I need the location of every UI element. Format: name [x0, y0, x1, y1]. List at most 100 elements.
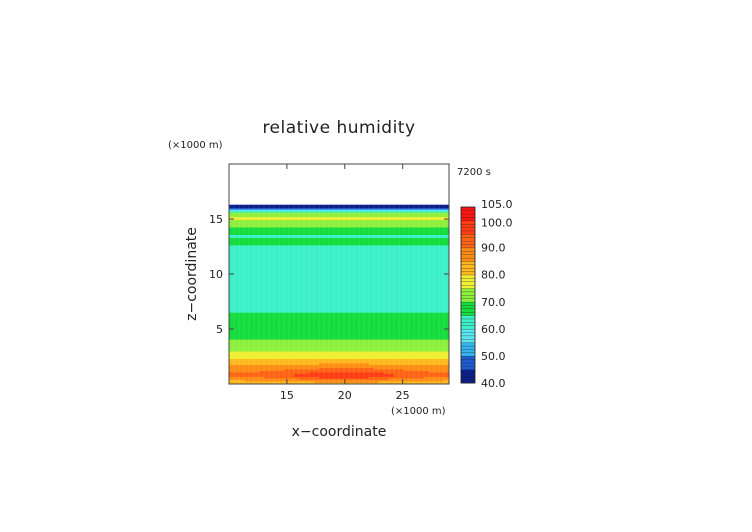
heatmap-cell: [439, 224, 445, 227]
heatmap-cell: [404, 352, 410, 355]
heatmap-cell: [399, 372, 405, 374]
heatmap-cell: [279, 322, 285, 325]
heatmap-cell: [344, 239, 350, 241]
heatmap-cell: [299, 295, 305, 298]
heatmap-cell: [379, 248, 385, 250]
heatmap-cell: [239, 271, 245, 274]
heatmap-cell: [359, 218, 365, 221]
heatmap-cell: [329, 237, 335, 240]
heatmap-cell: [399, 315, 405, 318]
heatmap-cell: [304, 379, 310, 382]
heatmap-cell: [419, 343, 425, 346]
heatmap-cell: [259, 382, 265, 385]
heatmap-cell: [374, 294, 380, 297]
heatmap-cell: [339, 242, 345, 244]
heatmap-cell: [329, 267, 335, 270]
heatmap-cell: [234, 288, 240, 291]
heatmap-cell: [359, 262, 365, 265]
heatmap-cell: [354, 346, 360, 349]
heatmap-cell: [444, 230, 450, 232]
heatmap-cell: [379, 376, 385, 379]
heatmap-cell: [394, 261, 400, 264]
heatmap-cell: [344, 273, 350, 276]
heatmap-cell: [369, 267, 375, 270]
heatmap-cell: [314, 318, 320, 321]
heatmap-cell: [279, 378, 285, 380]
heatmap-cell: [384, 264, 390, 267]
heatmap-cell: [424, 364, 430, 367]
heatmap-cell: [259, 304, 265, 307]
heatmap-cell: [269, 351, 275, 354]
heatmap-cell: [229, 339, 235, 342]
heatmap-cell: [294, 357, 300, 359]
heatmap-cell: [299, 249, 305, 252]
heatmap-cell: [434, 361, 440, 364]
heatmap-cell: [399, 239, 405, 241]
heatmap-cell: [279, 288, 285, 291]
heatmap-cell: [259, 342, 265, 345]
heatmap-cell: [249, 267, 255, 270]
heatmap-cell: [239, 259, 245, 262]
heatmap-cell: [284, 280, 290, 283]
heatmap-cell: [314, 328, 320, 331]
heatmap-cell: [444, 330, 450, 333]
heatmap-cell: [354, 261, 360, 264]
heatmap-cell: [394, 265, 400, 268]
heatmap-cell: [429, 360, 435, 362]
heatmap-cell: [374, 276, 380, 279]
heatmap-cell: [264, 239, 270, 241]
heatmap-cell: [369, 361, 375, 364]
heatmap-cell: [264, 258, 270, 261]
heatmap-cell: [274, 286, 280, 289]
heatmap-cell: [309, 273, 315, 276]
heatmap-cell: [304, 276, 310, 279]
heatmap-cell: [364, 292, 370, 295]
heatmap-cell: [374, 237, 380, 240]
heatmap-cell: [294, 358, 300, 361]
heatmap-cell: [409, 291, 415, 294]
heatmap-cell: [379, 313, 385, 316]
heatmap-cell: [254, 306, 260, 309]
heatmap-cell: [399, 379, 405, 382]
heatmap-cell: [364, 316, 370, 319]
heatmap-cell: [274, 255, 280, 258]
heatmap-cell: [269, 285, 275, 288]
heatmap-cell: [324, 321, 330, 324]
heatmap-cell: [349, 249, 355, 252]
heatmap-cell: [434, 331, 440, 334]
heatmap-cell: [249, 330, 255, 333]
heatmap-cell: [264, 285, 270, 288]
heatmap-cell: [274, 328, 280, 331]
heatmap-cell: [289, 366, 295, 368]
heatmap-cell: [444, 255, 450, 258]
heatmap-cell: [334, 279, 340, 282]
heatmap-cell: [369, 222, 375, 225]
heatmap-cell: [414, 289, 420, 292]
heatmap-cell: [304, 237, 310, 240]
heatmap-cell: [294, 300, 300, 303]
heatmap-cell: [294, 262, 300, 265]
heatmap-cell: [244, 280, 250, 283]
heatmap-cell: [324, 249, 330, 252]
heatmap-cell: [304, 376, 310, 379]
heatmap-cell: [364, 224, 370, 227]
heatmap-cell: [424, 366, 430, 368]
heatmap-cell: [379, 345, 385, 348]
heatmap-cell: [399, 277, 405, 280]
heatmap-cell: [309, 268, 315, 271]
heatmap-cell: [244, 242, 250, 244]
heatmap-cell: [434, 376, 440, 379]
heatmap-cell: [239, 258, 245, 261]
heatmap-cell: [399, 316, 405, 319]
heatmap-cell: [329, 222, 335, 225]
heatmap-cell: [289, 219, 295, 222]
heatmap-cell: [239, 218, 245, 221]
heatmap-cell: [284, 300, 290, 303]
heatmap-cell: [334, 274, 340, 277]
heatmap-cell: [334, 255, 340, 258]
heatmap-cell: [359, 291, 365, 294]
heatmap-cell: [244, 313, 250, 316]
heatmap-cell: [349, 242, 355, 244]
heatmap-cell: [239, 298, 245, 301]
heatmap-cell: [414, 360, 420, 362]
